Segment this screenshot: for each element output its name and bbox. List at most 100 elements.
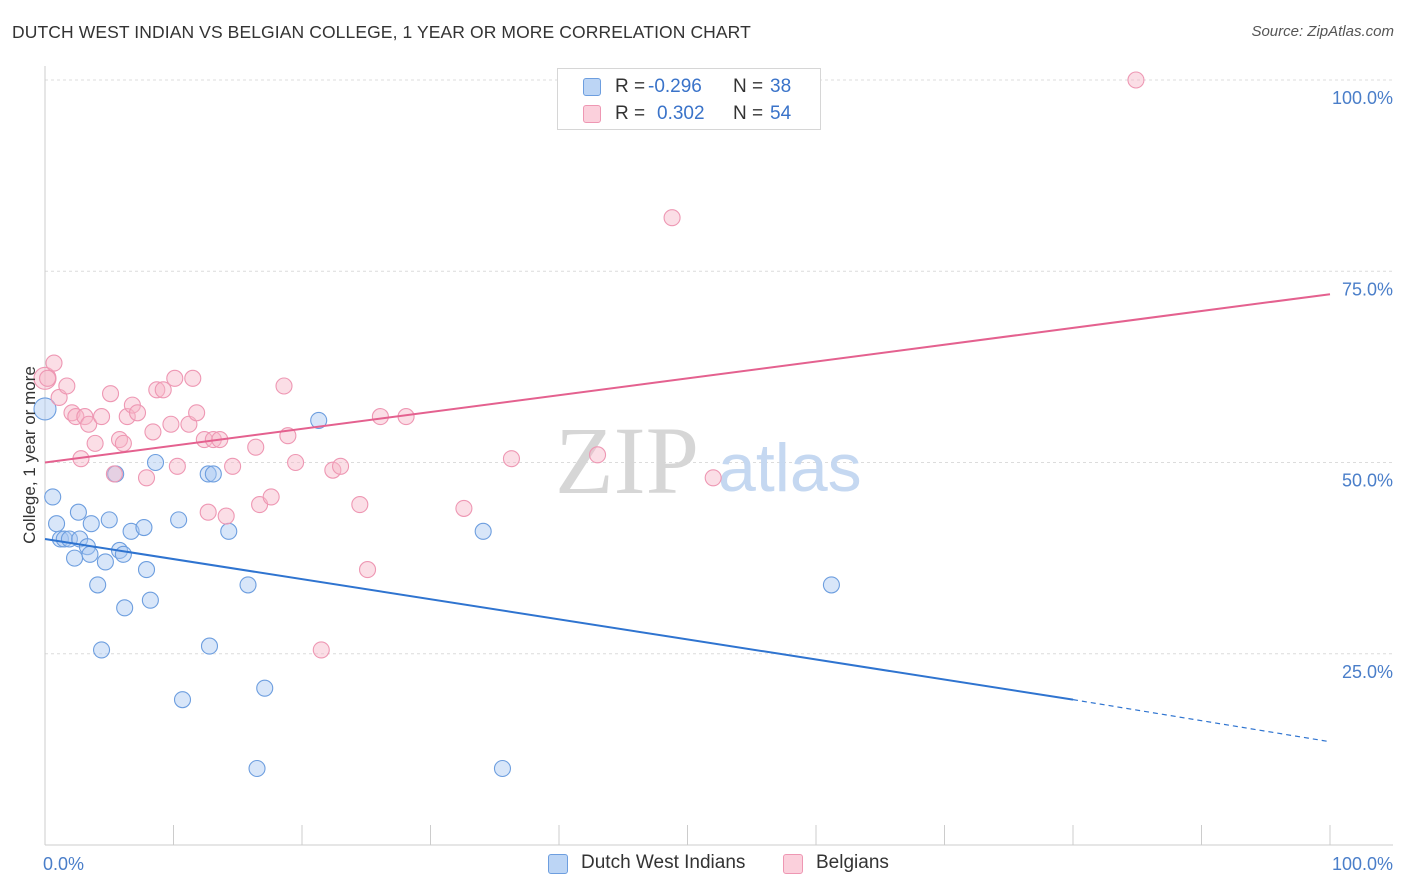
legend-n-label: N = bbox=[733, 103, 764, 124]
data-point bbox=[39, 369, 57, 387]
data-point bbox=[331, 457, 350, 475]
data-point bbox=[351, 496, 369, 514]
data-point bbox=[33, 397, 57, 421]
watermark-atlas: atlas bbox=[718, 430, 862, 506]
axes bbox=[44, 66, 1393, 846]
data-point bbox=[247, 438, 265, 456]
data-point bbox=[287, 453, 305, 472]
data-point bbox=[144, 423, 162, 441]
legend-n-label: N = bbox=[733, 76, 764, 97]
data-point bbox=[44, 488, 62, 506]
series-belgians bbox=[33, 71, 1145, 659]
legend-swatch-pink bbox=[583, 105, 601, 123]
data-point bbox=[128, 404, 147, 422]
data-point bbox=[224, 457, 242, 475]
y-tick-label: 100.0% bbox=[1332, 88, 1393, 108]
data-point bbox=[217, 507, 235, 525]
data-point bbox=[137, 561, 156, 579]
data-point bbox=[184, 369, 202, 387]
legend-n-value: 54 bbox=[770, 103, 792, 124]
data-point bbox=[588, 446, 607, 464]
data-point bbox=[80, 415, 98, 433]
data-point bbox=[170, 511, 188, 529]
correlation-legend: R = -0.296 N = 38 R = 0.302 N = 54 bbox=[557, 68, 821, 130]
trend-line-belgians bbox=[44, 293, 1331, 464]
data-point bbox=[312, 641, 330, 659]
data-point bbox=[67, 408, 85, 426]
data-point bbox=[96, 553, 114, 571]
y-axis-label: College, 1 year or more bbox=[20, 366, 39, 544]
data-point bbox=[89, 576, 107, 594]
data-point bbox=[45, 354, 63, 372]
chart-title: DUTCH WEST INDIAN VS BELGIAN COLLEGE, 1 … bbox=[12, 22, 751, 42]
legend-swatch-pink bbox=[783, 854, 803, 874]
data-point bbox=[371, 408, 389, 426]
y-tick-label: 75.0% bbox=[1342, 279, 1393, 299]
data-point bbox=[239, 576, 257, 594]
data-point bbox=[114, 545, 132, 563]
data-point bbox=[493, 759, 512, 778]
data-point bbox=[663, 209, 681, 227]
data-point bbox=[100, 511, 118, 529]
data-point bbox=[69, 503, 87, 521]
legend-n-value: 38 bbox=[770, 76, 792, 97]
data-point bbox=[248, 759, 266, 778]
watermark-zip: ZIP bbox=[555, 407, 699, 514]
trend-line-dutch-west-indians bbox=[44, 538, 1074, 701]
data-point bbox=[199, 503, 217, 521]
y-tick-label: 50.0% bbox=[1342, 471, 1393, 491]
data-point bbox=[141, 591, 159, 609]
data-point bbox=[135, 518, 153, 537]
y-tick-label: 25.0% bbox=[1342, 662, 1393, 682]
data-point bbox=[162, 415, 180, 433]
data-point bbox=[220, 522, 238, 540]
data-point bbox=[76, 408, 94, 426]
legend-swatch-blue bbox=[548, 854, 568, 874]
series-legend: Dutch West Indians Belgians bbox=[0, 851, 1406, 879]
tick-labels: 25.0% 50.0% 75.0% 100.0% 0.0% 100.0% bbox=[43, 88, 1393, 874]
data-point bbox=[114, 434, 132, 452]
data-point bbox=[199, 465, 217, 483]
data-point bbox=[262, 488, 280, 506]
legend-row-dutch-west-indians: R = -0.296 N = 38 bbox=[558, 74, 820, 102]
legend-row-belgians: R = 0.302 N = 54 bbox=[558, 101, 820, 129]
data-point bbox=[146, 453, 165, 472]
trend-lines bbox=[44, 293, 1331, 743]
data-point bbox=[310, 411, 328, 429]
data-point bbox=[81, 545, 99, 563]
data-point bbox=[116, 599, 134, 617]
data-point bbox=[188, 404, 206, 422]
legend-label: Dutch West Indians bbox=[581, 852, 746, 873]
data-point bbox=[204, 465, 222, 483]
data-point bbox=[148, 381, 166, 399]
data-point bbox=[92, 641, 111, 659]
x-tick-label: 100.0% bbox=[1332, 854, 1393, 874]
data-point bbox=[358, 561, 377, 579]
source-credit: Source: ZipAtlas.com bbox=[1251, 23, 1394, 40]
data-point bbox=[173, 691, 192, 709]
data-point bbox=[86, 434, 104, 452]
data-point bbox=[92, 408, 111, 426]
data-point bbox=[704, 469, 722, 487]
data-point bbox=[82, 515, 100, 533]
legend-label: Belgians bbox=[816, 852, 889, 873]
data-point bbox=[200, 637, 219, 655]
data-point bbox=[154, 381, 172, 399]
data-point bbox=[168, 457, 186, 475]
gridlines bbox=[45, 79, 1393, 655]
data-point bbox=[275, 377, 293, 395]
legend-r-value: -0.296 bbox=[648, 76, 702, 97]
data-point bbox=[502, 450, 521, 468]
x-tick-label: 0.0% bbox=[43, 854, 84, 874]
data-point bbox=[58, 377, 76, 395]
data-point bbox=[105, 465, 123, 483]
data-point bbox=[166, 369, 184, 387]
data-point bbox=[195, 430, 213, 449]
legend-r-value: 0.302 bbox=[657, 103, 705, 124]
data-point bbox=[101, 385, 120, 403]
data-point bbox=[122, 522, 140, 540]
data-point bbox=[822, 576, 840, 594]
series-dutch-west-indians bbox=[33, 397, 840, 778]
data-point bbox=[1127, 71, 1145, 89]
